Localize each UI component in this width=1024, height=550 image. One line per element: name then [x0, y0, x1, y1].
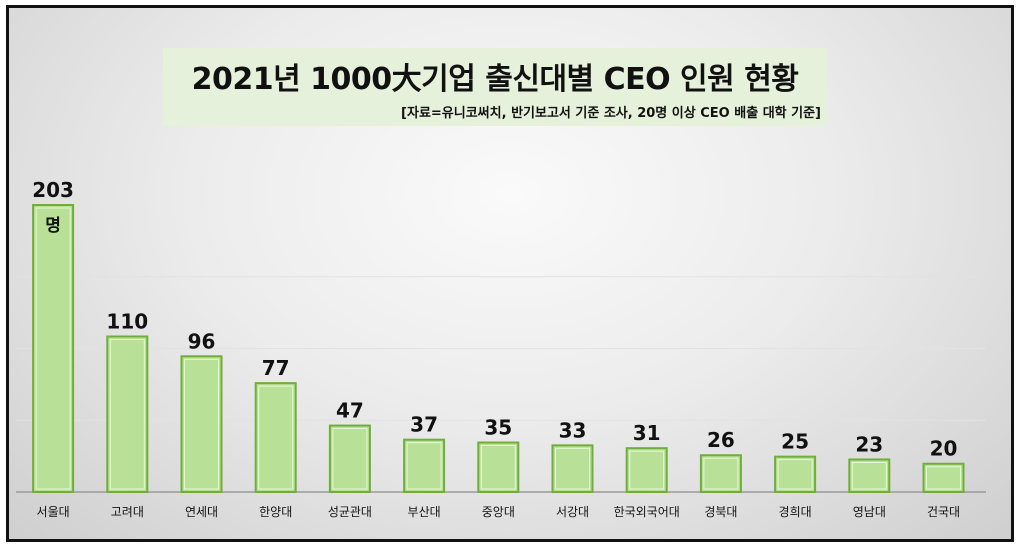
bar-highlight: [555, 447, 590, 490]
bar: [254, 382, 297, 494]
category-label: 경희대: [779, 505, 812, 519]
data-label: 77: [262, 356, 290, 380]
category-label: 고려대: [111, 505, 144, 519]
unit-label: 명: [45, 216, 61, 236]
bar-highlight: [777, 459, 813, 490]
bar-highlight: [926, 466, 961, 490]
bar: [774, 455, 817, 494]
bar: [848, 458, 891, 493]
bar-highlight: [184, 358, 219, 490]
bar: [32, 204, 75, 493]
bar-highlight: [629, 450, 665, 490]
category-label: 연세대: [185, 505, 218, 519]
bar-highlight: [480, 445, 516, 490]
data-label: 96: [188, 329, 216, 353]
bar-highlight: [332, 428, 368, 490]
title-panel: 2021년 1000大기업 출신대별 CEO 인원 현황 [자료=유니코써치, …: [163, 48, 827, 126]
bar: [477, 441, 520, 493]
bar: [403, 438, 446, 494]
bar-highlight: [406, 442, 442, 490]
data-label: 33: [559, 418, 587, 442]
category-label: 건국대: [927, 505, 960, 519]
data-label: 23: [855, 432, 883, 456]
data-label: 31: [633, 421, 661, 445]
bar-highlight: [851, 461, 887, 490]
bar-highlight: [703, 457, 739, 490]
data-label: 110: [106, 309, 148, 333]
chart-title: 2021년 1000大기업 출신대별 CEO 인원 현황: [191, 62, 799, 97]
category-label: 영남대: [853, 505, 886, 519]
category-label: 한국외국어대: [614, 505, 680, 519]
bar: [699, 454, 742, 494]
bar-highlight: [109, 338, 145, 490]
bar: [625, 447, 668, 494]
category-label: 한양대: [259, 505, 292, 519]
bar: [106, 335, 149, 493]
category-label: 서강대: [556, 505, 589, 519]
data-label: 47: [336, 399, 364, 423]
category-label: 부산대: [408, 505, 441, 519]
data-label: 20: [930, 437, 958, 461]
bar: [328, 424, 371, 493]
category-label: 경북대: [704, 505, 737, 519]
bar: [551, 444, 594, 493]
category-label: 서울대: [37, 505, 70, 519]
data-label: 25: [781, 430, 809, 454]
bar-highlight: [35, 207, 71, 490]
bar-highlight: [258, 385, 294, 490]
chart-subtitle: [자료=유니코써치, 반기보고서 기준 조사, 20명 이상 CEO 배출 대학…: [401, 106, 821, 121]
bar: [922, 462, 965, 494]
data-label: 37: [410, 413, 438, 437]
category-label: 중앙대: [482, 505, 515, 519]
bar: [180, 355, 223, 493]
category-label: 성균관대: [328, 505, 372, 519]
data-label: 203: [32, 178, 74, 202]
data-label: 35: [484, 416, 512, 440]
data-label: 26: [707, 428, 735, 452]
